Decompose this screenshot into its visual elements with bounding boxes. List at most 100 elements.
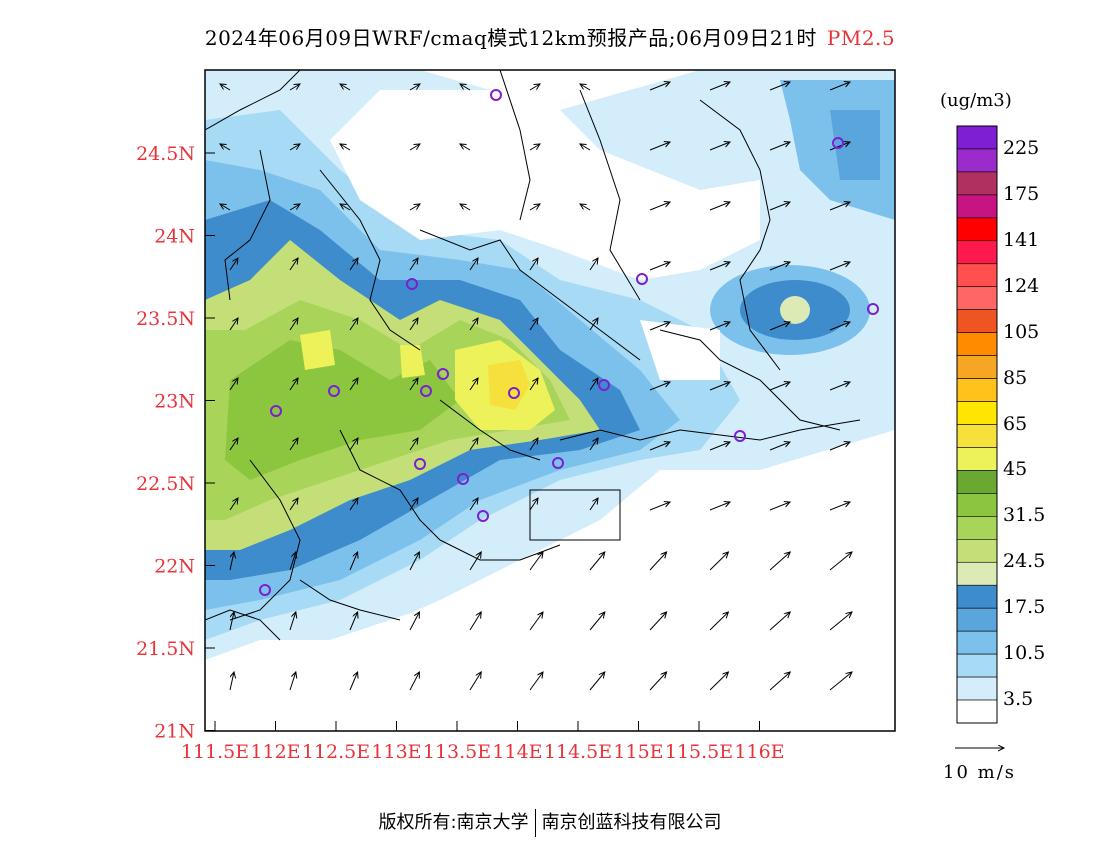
- wind-arrow: [409, 612, 419, 631]
- wind-arrow: [769, 322, 790, 331]
- wind-arrow: [829, 552, 852, 571]
- station-marker: [457, 473, 469, 485]
- wind-arrow: [829, 612, 852, 631]
- title-main: 2024年06月09日WRF/cmaq模式12km预报产品;06月09日21时: [204, 26, 817, 50]
- wind-arrow: [709, 552, 728, 571]
- colorbar-swatch: [956, 194, 998, 219]
- wind-arrow: [580, 204, 591, 211]
- pm25-concentration-field: [205, 70, 895, 731]
- x-tick-label: 115E: [613, 741, 663, 763]
- wind-arrow: [409, 258, 418, 271]
- colorbar-swatch: [956, 309, 998, 333]
- wind-arrow: [229, 612, 234, 631]
- wind-arrow: [529, 318, 538, 331]
- wind-arrow: [229, 552, 234, 571]
- wind-arrow: [769, 262, 790, 271]
- wind-arrow: [529, 612, 543, 631]
- colorbar-swatch: [956, 607, 998, 632]
- wind-arrow: [589, 672, 605, 691]
- colorbar-swatch: [956, 286, 998, 310]
- wind-arrow: [409, 318, 418, 331]
- wind-arrow: [340, 144, 351, 151]
- wind-arrow: [529, 498, 538, 511]
- x-tick-label: 114.5E: [544, 741, 612, 763]
- station-marker: [270, 405, 282, 417]
- colorbar-label: 175: [1003, 182, 1040, 205]
- wind-arrow: [709, 612, 728, 631]
- colorbar: [956, 125, 998, 724]
- wind-vector-field: [220, 82, 852, 691]
- wind-arrow: [580, 144, 591, 151]
- footer-left: 版权所有:南京大学: [378, 812, 529, 833]
- colorbar-unit: (ug/m3): [940, 90, 1012, 111]
- wind-arrow: [469, 498, 478, 511]
- colorbar-swatch: [956, 332, 998, 356]
- station-marker: [477, 510, 489, 522]
- colorbar-label: 24.5: [1003, 550, 1046, 573]
- wind-arrow: [829, 82, 850, 91]
- wind-arrow: [229, 672, 234, 691]
- station-marker: [832, 137, 844, 149]
- wind-arrow: [289, 378, 298, 391]
- colorbar-label: 225: [1003, 136, 1040, 159]
- wind-arrow: [409, 672, 419, 691]
- colorbar-label: 3.5: [1003, 688, 1034, 711]
- wind-arrow: [769, 502, 790, 511]
- wind-arrow: [769, 552, 790, 571]
- wind-arrow: [409, 552, 419, 571]
- wind-arrow: [649, 672, 667, 691]
- wind-arrow: [469, 612, 481, 631]
- y-axis: 24.5N 24N 23.5N 23N 22.5N 22N 21.5N 21N: [136, 143, 215, 743]
- wind-arrow: [460, 204, 471, 211]
- wind-arrow: [709, 672, 728, 691]
- map-title: 2024年06月09日WRF/cmaq模式12km预报产品;06月09日21时 P…: [0, 22, 1100, 51]
- station-marker: [406, 278, 418, 290]
- station-marker: [734, 430, 746, 442]
- colorbar-label: 45: [1003, 458, 1028, 481]
- colorbar-label: 31.5: [1003, 504, 1046, 527]
- wind-arrow: [469, 552, 481, 571]
- wind-arrow: [409, 84, 420, 91]
- wind-arrow: [349, 552, 358, 571]
- wind-arrow: [529, 84, 540, 91]
- colorbar-label: 17.5: [1003, 596, 1046, 619]
- station-marker: [437, 368, 449, 380]
- wind-arrow: [709, 442, 730, 451]
- colorbar-label: 105: [1003, 320, 1040, 343]
- wind-arrow: [349, 318, 358, 331]
- colorbar-swatch: [956, 561, 998, 586]
- wind-arrow: [829, 382, 850, 391]
- wind-arrow: [289, 318, 298, 331]
- colorbar-swatch: [956, 378, 998, 402]
- x-tick-label: 112.5E: [302, 741, 370, 763]
- wind-arrow: [709, 142, 730, 151]
- wind-arrow: [589, 438, 598, 451]
- x-tick-label: 115.5E: [665, 741, 733, 763]
- wind-arrow: [409, 378, 418, 391]
- wind-arrow: [409, 498, 418, 511]
- colorbar-swatch: [956, 424, 998, 448]
- wind-arrow: [769, 672, 790, 691]
- colorbar-swatch: [956, 263, 998, 288]
- wind-arrow: [460, 144, 471, 151]
- wind-arrow: [649, 612, 667, 631]
- colorbar-label: 124: [1003, 274, 1040, 297]
- wind-arrow: [349, 378, 358, 391]
- wind-arrow: [769, 202, 790, 211]
- wind-arrow: [220, 84, 231, 91]
- colorbar-swatch: [956, 401, 998, 425]
- colorbar-swatch: [956, 630, 998, 655]
- y-tick-label: 24.5N: [136, 143, 195, 165]
- wind-arrow: [649, 142, 670, 151]
- wind-arrow: [649, 202, 670, 211]
- wind-arrow: [220, 204, 231, 211]
- wind-arrow: [580, 84, 591, 91]
- station-marker: [552, 457, 564, 469]
- wind-arrow: [529, 438, 538, 451]
- wind-arrow: [829, 672, 852, 691]
- colorbar-swatch: [956, 676, 998, 701]
- station-marker: [508, 387, 520, 399]
- wind-arrow: [649, 382, 670, 391]
- wind-arrow: [229, 378, 238, 391]
- station-marker: [598, 379, 610, 391]
